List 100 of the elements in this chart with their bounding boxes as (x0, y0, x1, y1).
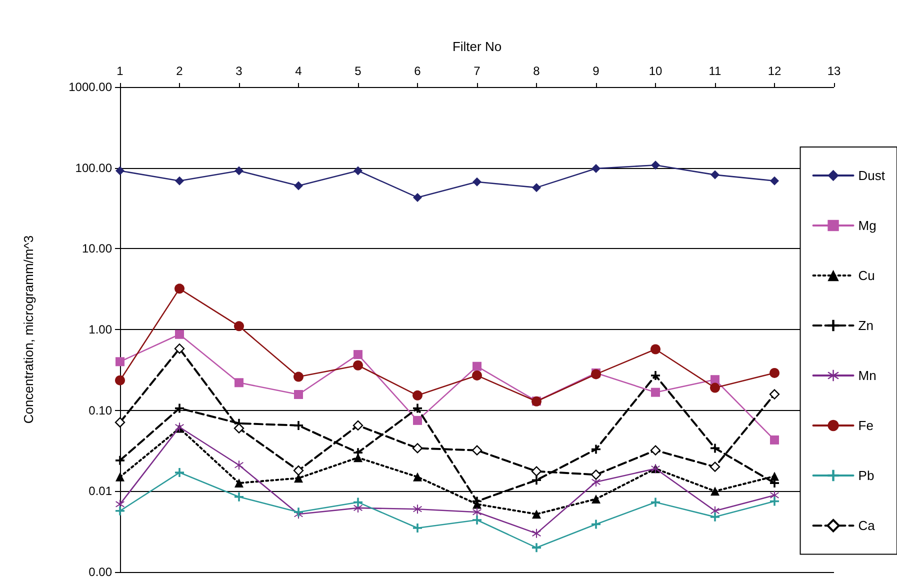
point (769, 389, 780, 400)
point (710, 170, 720, 180)
point (294, 372, 304, 382)
point (770, 435, 779, 444)
point (710, 512, 720, 522)
point (294, 181, 303, 190)
point (651, 160, 660, 170)
point (174, 284, 184, 294)
point (710, 444, 720, 453)
legend-label: Mn (858, 368, 876, 383)
point (413, 504, 422, 514)
point (472, 445, 482, 456)
point (472, 177, 482, 186)
point (412, 443, 423, 454)
point (175, 404, 184, 413)
point (175, 468, 184, 478)
point (114, 417, 126, 428)
point (116, 456, 124, 465)
point (234, 478, 244, 488)
x-tick-label: 4 (295, 64, 302, 78)
point (413, 404, 422, 413)
x-tick-label: 5 (354, 64, 362, 78)
x-tick-label: 3 (236, 64, 243, 78)
point (234, 378, 244, 388)
legend-label: Fe (858, 418, 874, 433)
y-tick-label: 0.00 (88, 565, 112, 579)
x-tick-label: 7 (474, 64, 481, 78)
point (234, 423, 244, 434)
point (532, 476, 541, 485)
point (234, 321, 244, 332)
point (115, 375, 125, 386)
point (710, 462, 720, 472)
point (294, 420, 303, 430)
point (650, 445, 661, 456)
point (592, 520, 600, 529)
point (293, 465, 304, 476)
point (532, 183, 541, 192)
point (650, 344, 660, 354)
legend-label: Mg (858, 218, 876, 233)
point (770, 176, 779, 186)
point (651, 370, 660, 380)
x-tick-label: 8 (533, 64, 540, 78)
x-tick-label: 2 (176, 64, 184, 78)
point (413, 192, 422, 202)
y-tick-label: 0.10 (88, 403, 112, 418)
x-tick-label: 1 (116, 64, 124, 78)
point (412, 390, 422, 400)
point (234, 492, 244, 502)
point (651, 388, 660, 397)
point (710, 486, 720, 496)
point (592, 444, 600, 454)
y-tick-label: 1.00 (88, 322, 112, 336)
point (770, 496, 779, 506)
point (174, 344, 185, 354)
point (175, 176, 184, 186)
point (354, 350, 362, 360)
point (710, 375, 720, 384)
x-tick-label: 11 (708, 64, 722, 78)
y-axis-title: Concentration, microgramm/m^3 (21, 235, 36, 424)
point (770, 368, 780, 378)
point (531, 466, 542, 476)
point (532, 510, 541, 519)
point (590, 470, 602, 480)
point (710, 382, 720, 393)
y-tick-label: 0.01 (88, 484, 112, 498)
point (592, 494, 600, 504)
legend-label: Dust (858, 168, 886, 183)
point (116, 506, 124, 516)
point (352, 420, 364, 431)
legend-label: Zn (858, 318, 874, 333)
x-tick-label: 6 (414, 64, 422, 78)
point (472, 515, 482, 524)
point (175, 330, 184, 339)
point (532, 528, 541, 538)
legend-label: Cu (858, 268, 875, 283)
point (116, 357, 124, 366)
point (413, 524, 422, 533)
point (592, 164, 600, 174)
x-tick-label: 12 (768, 64, 782, 78)
legend-label: Pb (858, 468, 874, 483)
point (294, 390, 303, 399)
x-tick-label: 13 (827, 64, 841, 78)
point (413, 416, 422, 425)
x-tick-label: 10 (648, 64, 662, 78)
point (234, 460, 244, 470)
point (532, 543, 541, 552)
point (354, 166, 362, 176)
point (116, 472, 124, 482)
y-tick-label: 10.00 (82, 242, 112, 256)
point (413, 472, 422, 482)
legend-label: Ca (858, 518, 876, 534)
point (472, 362, 482, 371)
point (472, 370, 482, 380)
x-axis-title: Filter No (452, 39, 502, 54)
point (234, 166, 244, 176)
y-tick-label: 100.00 (75, 160, 112, 175)
point (651, 498, 660, 507)
y-tick-label: 1000.00 (68, 80, 112, 94)
point (353, 360, 363, 370)
point (354, 498, 362, 507)
